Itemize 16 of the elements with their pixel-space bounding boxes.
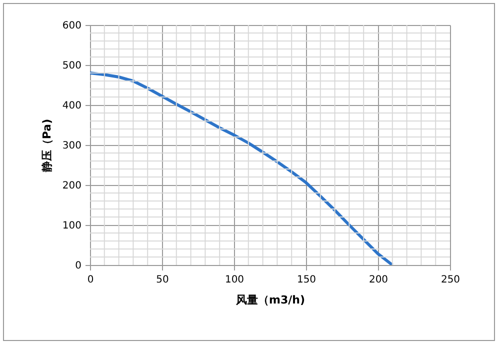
y-tick-label: 600 bbox=[62, 20, 82, 32]
x-tick-label: 250 bbox=[440, 274, 460, 286]
y-tick-label: 200 bbox=[62, 180, 82, 192]
x-tick-label: 100 bbox=[224, 274, 244, 286]
y-tick-label: 300 bbox=[62, 140, 82, 152]
y-axis-title: 静压（Pa) bbox=[40, 118, 54, 174]
line-series bbox=[90, 72, 394, 265]
x-tick-label: 200 bbox=[368, 274, 388, 286]
x-tick-label: 0 bbox=[87, 274, 94, 286]
x-axis-title: 风量（m3/h) bbox=[235, 294, 305, 306]
y-tick-label: 0 bbox=[75, 260, 82, 272]
y-tick-label: 100 bbox=[62, 220, 82, 232]
y-tick-label: 400 bbox=[62, 100, 82, 112]
x-tick-label: 50 bbox=[156, 274, 169, 286]
y-tick-label: 500 bbox=[62, 60, 82, 72]
x-tick-label: 150 bbox=[296, 274, 316, 286]
